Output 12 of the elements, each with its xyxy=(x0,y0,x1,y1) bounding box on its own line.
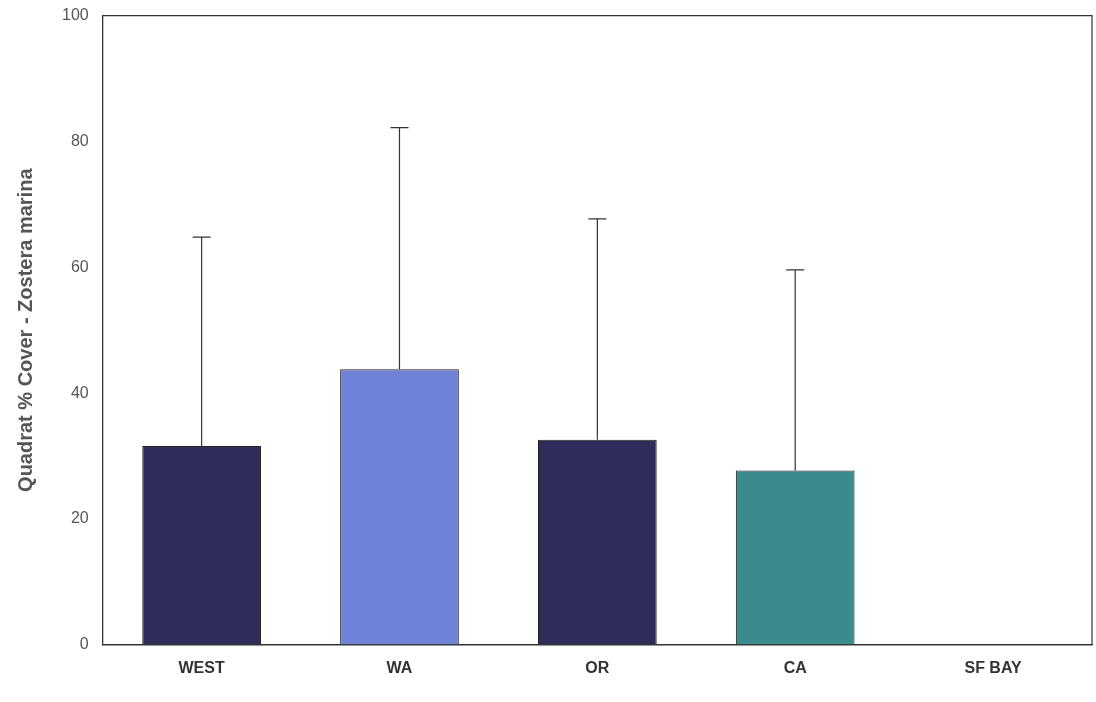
x-tick-label: WA xyxy=(386,658,413,676)
y-tick-label: 40 xyxy=(70,383,89,401)
x-tick-label: WEST xyxy=(178,658,225,676)
x-tick-label: OR xyxy=(585,658,610,676)
y-tick-label: 100 xyxy=(61,6,89,24)
y-tick-label: 0 xyxy=(79,635,89,653)
y-tick-label: 20 xyxy=(70,509,89,527)
y-tick-label: 80 xyxy=(70,131,89,149)
x-tick-label: CA xyxy=(783,658,808,676)
y-axis-title: Quadrat % Cover - Zostera marina xyxy=(13,167,36,492)
y-tick-label: 60 xyxy=(70,257,89,275)
x-tick-label: SF BAY xyxy=(964,658,1022,676)
